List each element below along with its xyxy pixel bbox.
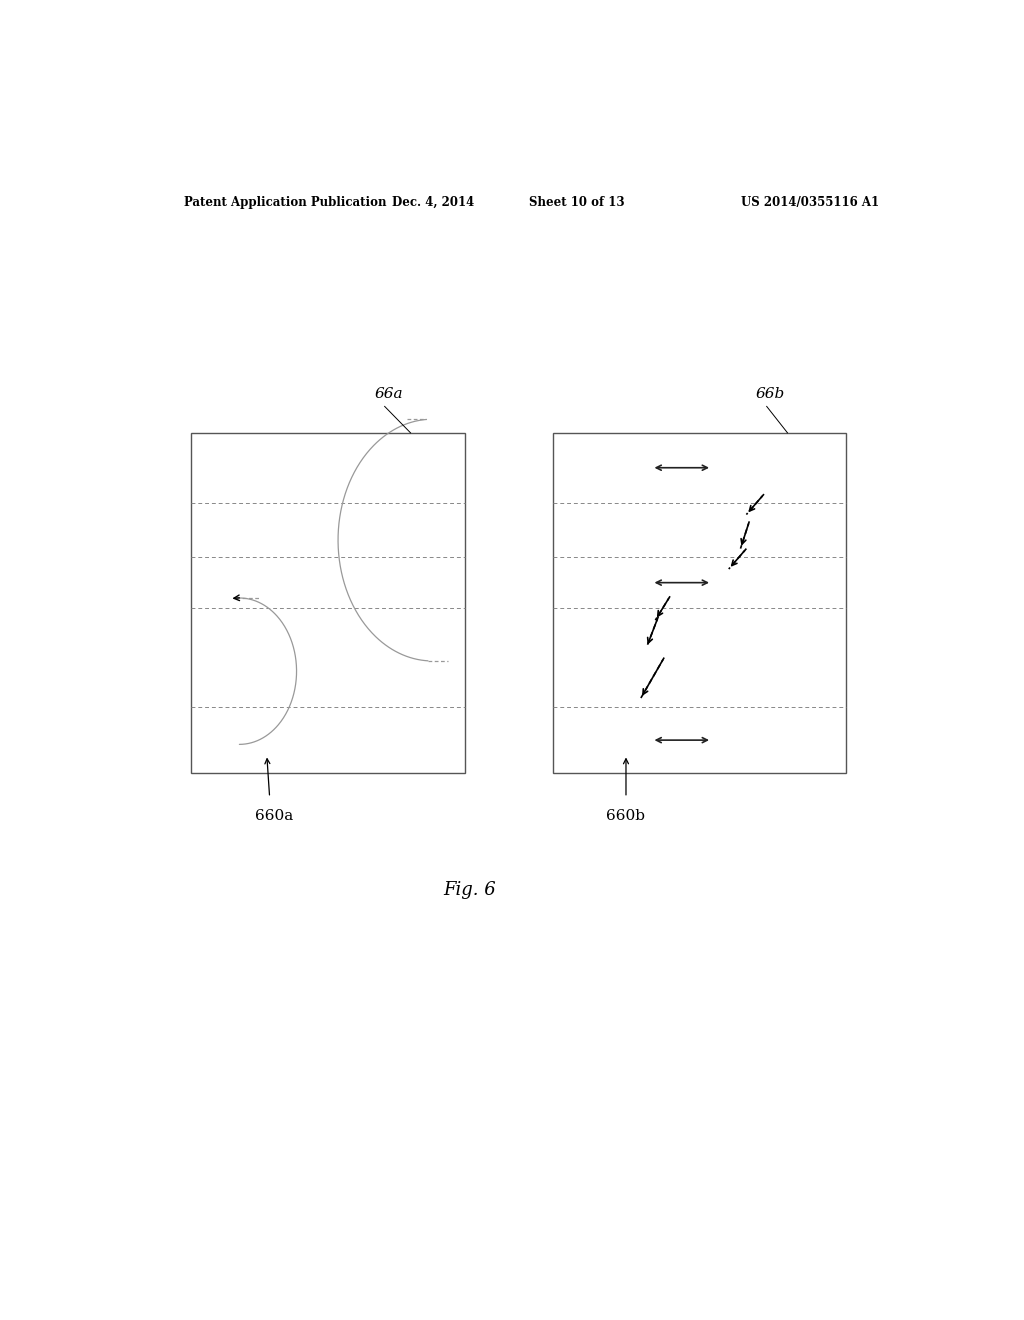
Text: US 2014/0355116 A1: US 2014/0355116 A1 <box>741 195 880 209</box>
Text: Dec. 4, 2014: Dec. 4, 2014 <box>392 195 475 209</box>
Text: 66a: 66a <box>375 387 402 401</box>
Text: Fig. 6: Fig. 6 <box>442 882 496 899</box>
Text: 66b: 66b <box>756 387 784 401</box>
Text: Sheet 10 of 13: Sheet 10 of 13 <box>528 195 625 209</box>
Text: Patent Application Publication: Patent Application Publication <box>183 195 386 209</box>
Text: 660a: 660a <box>255 809 293 822</box>
Bar <box>553 433 846 774</box>
Text: 660b: 660b <box>606 809 645 822</box>
Bar <box>191 433 465 774</box>
